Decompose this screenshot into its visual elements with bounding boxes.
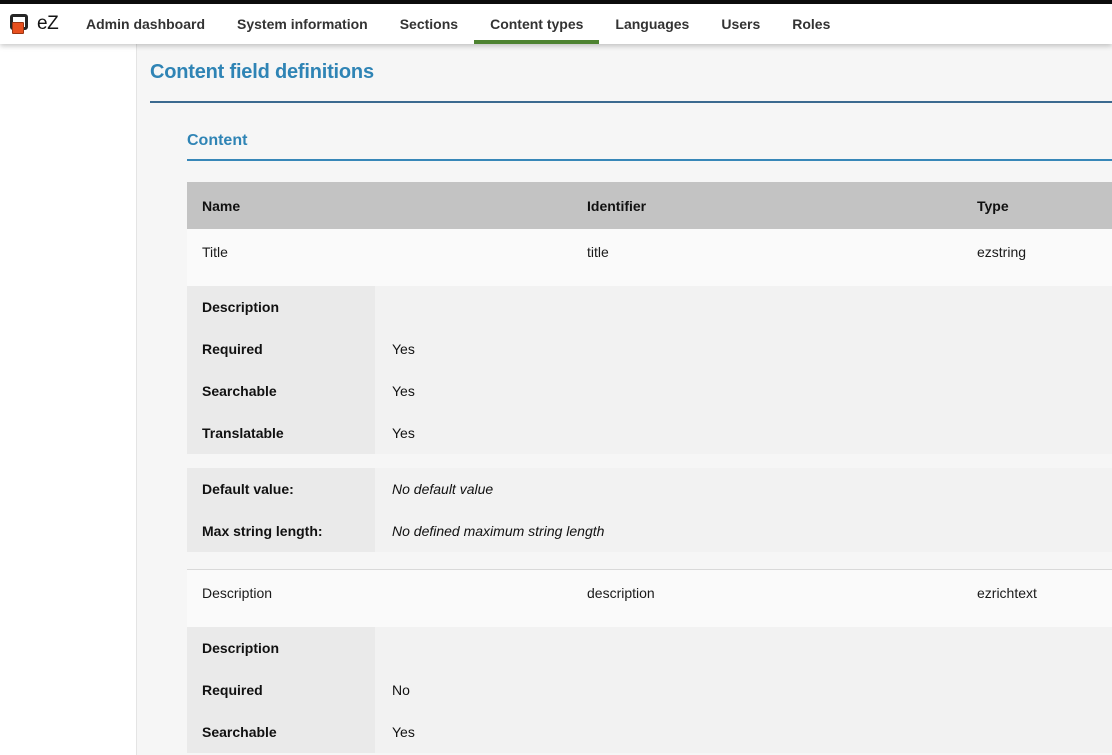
property-value (375, 286, 1112, 328)
logo-orange-square (12, 21, 24, 34)
property-label: Required (187, 669, 375, 711)
property-value: Yes (375, 412, 1112, 454)
property-row: Searchable Yes (187, 711, 1112, 753)
property-label: Searchable (187, 711, 375, 753)
nav-item-sections[interactable]: Sections (399, 16, 459, 32)
property-row: Required No (187, 669, 1112, 711)
ez-logo-icon (10, 13, 36, 36)
setting-row: Default value: No default value (187, 468, 1112, 510)
main-nav: Admin dashboard System information Section… (70, 4, 846, 44)
table-header-row: Name Identifier Type (187, 182, 1112, 229)
field-properties: Description Required Yes Searchable Yes Trans… (187, 286, 1112, 454)
setting-label: Default value: (187, 468, 375, 510)
field-type-cell: ezrichtext (977, 585, 1037, 601)
nav-item-admin-dashboard[interactable]: Admin dashboard (86, 16, 206, 32)
property-value: No (375, 669, 1112, 711)
content-area: Content field definitions Content Name I… (137, 44, 1112, 755)
field-name-cell: Title (202, 244, 228, 260)
field-name-cell: Description (202, 585, 273, 601)
nav-item-users[interactable]: Users (721, 16, 761, 32)
nav-item-languages[interactable]: Languages (615, 16, 690, 32)
property-value: Yes (375, 370, 1112, 412)
table-row: Description description ezrichtext (187, 570, 1112, 627)
setting-row: Max string length: No defined maximum str… (187, 510, 1112, 552)
column-header-identifier: Identifier (587, 197, 647, 214)
page-title: Content field definitions (150, 61, 374, 83)
table-row: Title title ezstring (187, 229, 1112, 286)
property-value: Yes (375, 711, 1112, 753)
column-header-type: Type (977, 197, 1009, 214)
property-label: Required (187, 328, 375, 370)
nav-item-roles[interactable]: Roles (792, 16, 831, 32)
top-border-strip (0, 0, 1112, 4)
top-navbar: eZ Admin dashboard System information Sect… (0, 4, 1112, 44)
field-identifier-cell: title (587, 244, 609, 260)
field-type-cell: ezstring (977, 244, 1027, 260)
row-divider (187, 569, 1112, 570)
section-title: Content (187, 132, 248, 149)
property-label: Searchable (187, 370, 375, 412)
property-row: Required Yes (187, 328, 1112, 370)
property-value (375, 627, 1112, 669)
content-type-section: Content Name Identifier Type Title title e… (187, 131, 1112, 753)
column-header-name: Name (202, 197, 241, 214)
property-label: Description (187, 286, 375, 328)
field-definitions-list: Title title ezstring Description Required Yes… (187, 229, 1112, 753)
nav-item-content-types[interactable]: Content types (474, 4, 600, 44)
property-row: Searchable Yes (187, 370, 1112, 412)
ez-logo-text: eZ (37, 13, 59, 34)
ez-logo[interactable]: eZ (10, 4, 70, 44)
property-value: Yes (375, 328, 1112, 370)
nav-item-system-information[interactable]: System information (237, 16, 368, 32)
property-row: Description (187, 286, 1112, 328)
property-label: Description (187, 627, 375, 669)
field-identifier-cell: description (587, 585, 655, 601)
title-divider (150, 101, 1112, 103)
field-properties: Description Required No Searchable Yes (187, 627, 1112, 753)
section-divider (187, 159, 1112, 161)
property-label: Translatable (187, 412, 375, 454)
property-row: Translatable Yes (187, 412, 1112, 454)
property-row: Description (187, 627, 1112, 669)
field-settings: Default value: No default value Max string… (187, 468, 1112, 552)
setting-value: No defined maximum string length (375, 510, 1112, 552)
left-sidebar (0, 44, 137, 755)
setting-label: Max string length: (187, 510, 375, 552)
setting-value: No default value (375, 468, 1112, 510)
